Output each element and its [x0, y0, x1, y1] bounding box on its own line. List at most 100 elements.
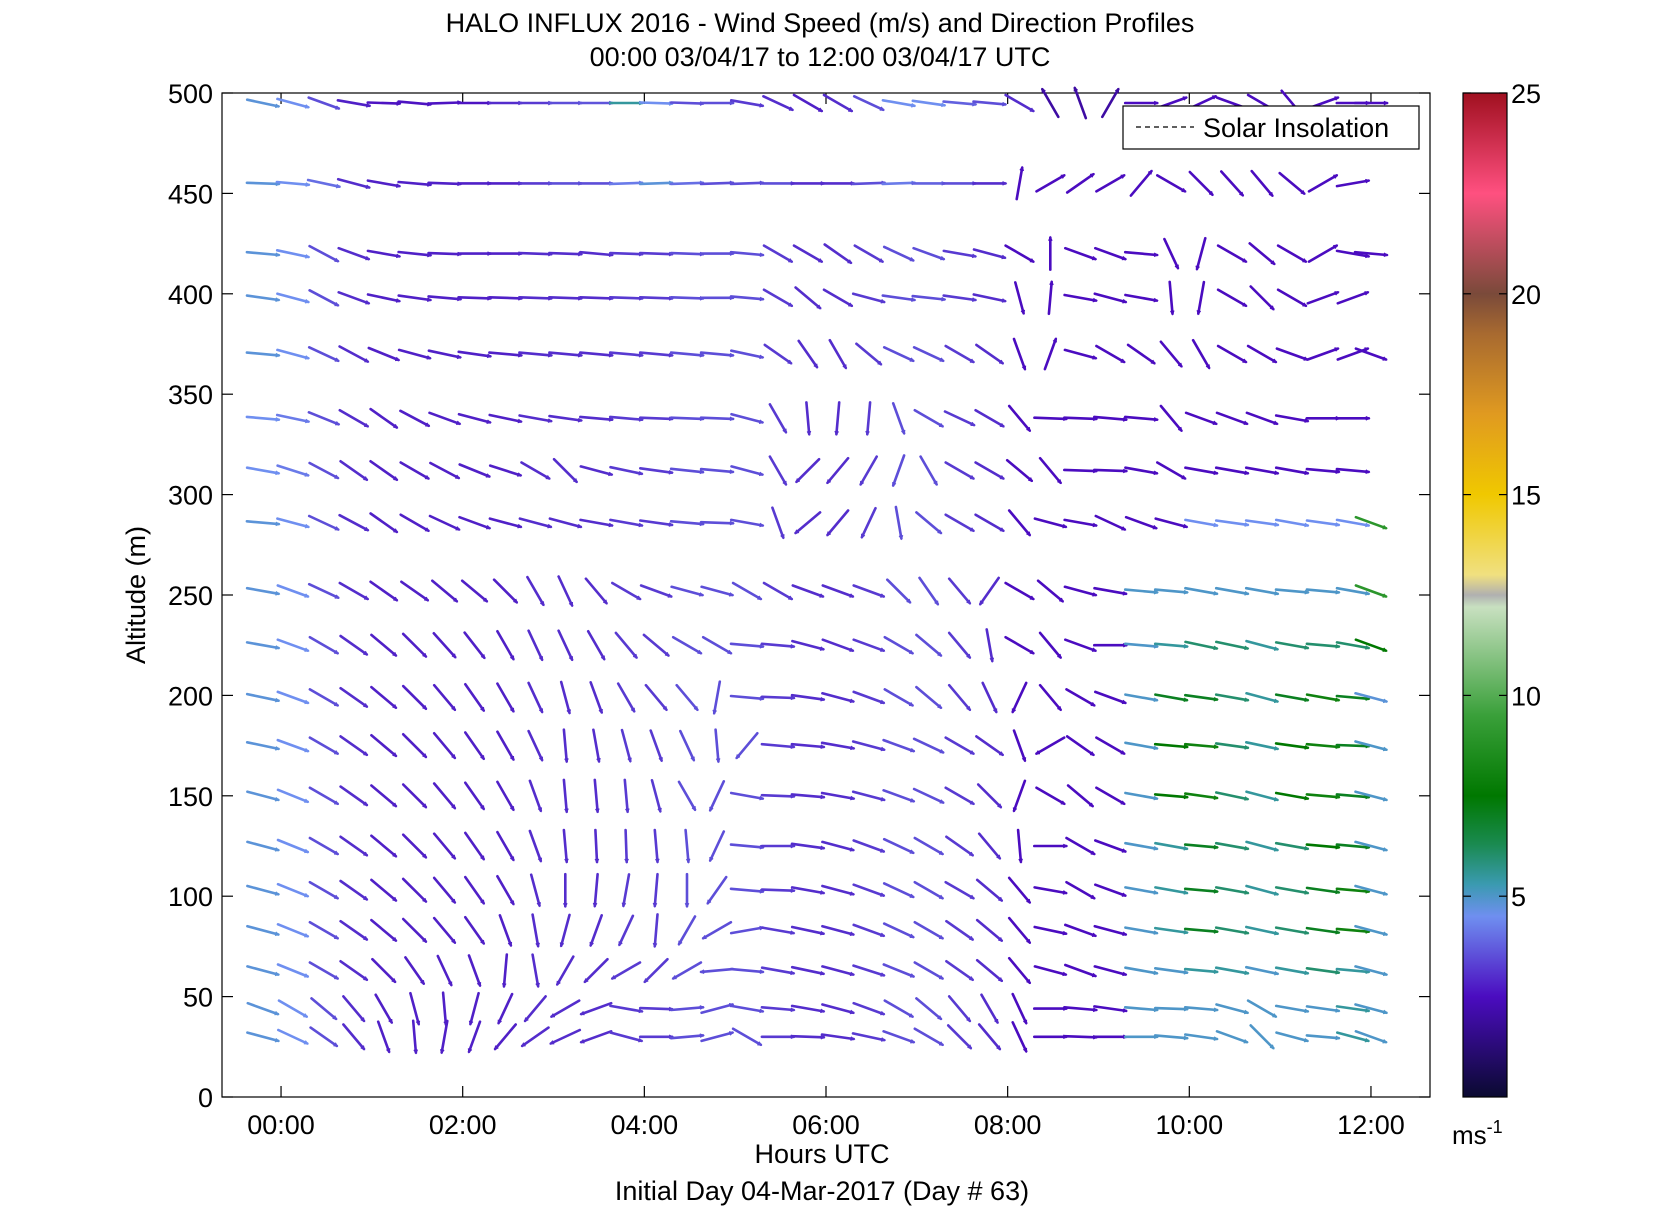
wind-vector-head	[577, 523, 583, 529]
wind-vector-head	[480, 855, 485, 861]
wind-vector-shaft	[1246, 999, 1278, 1018]
wind-vector	[1093, 292, 1128, 304]
wind-vector-head	[334, 800, 340, 805]
wind-vector-head	[509, 755, 515, 762]
wind-vector-head	[758, 471, 765, 477]
wind-vector-shaft	[1007, 876, 1031, 904]
wind-vector-head	[993, 708, 998, 714]
wind-vector-shaft	[308, 786, 339, 806]
wind-vector-head	[334, 702, 340, 707]
wind-vector-shaft	[463, 631, 486, 660]
wind-vector-head	[668, 470, 674, 475]
wind-vector-shaft	[547, 251, 583, 256]
wind-vector	[1274, 641, 1310, 650]
wind-vector	[488, 181, 524, 186]
wind-vector-head	[795, 478, 801, 484]
wind-vector	[496, 730, 515, 762]
wind-vector-head	[573, 478, 578, 484]
wind-vector-head	[304, 933, 310, 938]
wind-vector-head	[782, 480, 787, 486]
wind-vector-head	[1092, 522, 1098, 528]
wind-vector-shaft	[638, 1006, 674, 1011]
wind-vector-shaft	[1274, 1004, 1309, 1013]
wind-vector-head	[1091, 932, 1098, 937]
wind-vector-shaft	[669, 181, 705, 186]
wind-vector-shaft	[669, 1005, 705, 1012]
wind-vector	[276, 638, 310, 653]
wind-vector	[729, 518, 765, 528]
wind-vector-shaft	[526, 575, 545, 607]
wind-vector-shaft	[1065, 880, 1096, 900]
wind-vector	[708, 830, 726, 863]
wind-vector	[496, 874, 515, 906]
wind-vector-head	[422, 803, 428, 809]
wind-vector-head	[728, 1031, 735, 1036]
wind-vector-shaft	[729, 1004, 765, 1013]
wind-vector-head	[451, 898, 456, 904]
wind-vector-shaft	[972, 248, 1007, 260]
wind-vector-shaft	[397, 180, 432, 187]
wind-vector-shaft	[913, 961, 944, 980]
wind-vector	[276, 348, 310, 360]
wind-vector-shaft	[1244, 466, 1279, 475]
wind-vector-shaft	[527, 729, 544, 762]
wind-vector-shaft	[913, 836, 944, 856]
wind-vector-head	[1213, 1036, 1219, 1041]
wind-vector	[760, 695, 796, 701]
wind-vector-shaft	[528, 829, 543, 863]
wind-vector	[760, 742, 796, 750]
wind-vector-head	[1181, 475, 1187, 480]
wind-vector-shaft	[1033, 517, 1068, 529]
wind-vector	[1305, 588, 1341, 595]
wind-vector-shaft	[981, 681, 998, 714]
wind-vector	[1154, 966, 1189, 975]
wind-vector-shaft	[610, 961, 642, 980]
wind-vector-shaft	[1184, 518, 1219, 527]
wind-vector	[1354, 1030, 1388, 1044]
wind-vector-shaft	[1154, 517, 1188, 529]
wind-vector	[947, 631, 972, 659]
wind-vector-head	[1062, 930, 1068, 936]
wind-vector-shaft	[852, 690, 886, 705]
wind-vector-head	[275, 352, 281, 358]
wind-vector	[1335, 641, 1371, 650]
wind-vector-head	[759, 354, 765, 360]
wind-vector-shaft	[308, 461, 340, 480]
wind-vector-head	[1273, 797, 1280, 802]
wind-vector	[1093, 642, 1129, 648]
wind-vector-shaft	[1184, 640, 1219, 650]
wind-vector	[684, 828, 691, 864]
wind-vector-head	[1213, 744, 1219, 750]
wind-vector-shaft	[1246, 344, 1278, 364]
wind-vector	[1124, 886, 1159, 895]
wind-vector-shaft	[1274, 926, 1309, 935]
wind-vector-shaft	[1153, 793, 1189, 799]
wind-vector	[915, 685, 943, 710]
wind-vector	[1153, 642, 1189, 649]
wind-vector	[370, 918, 398, 942]
wind-vector-head	[1273, 698, 1280, 704]
wind-vector-shaft	[457, 295, 492, 300]
wind-vector-head	[849, 698, 855, 704]
colorbar	[1462, 92, 1508, 1098]
wind-vector-head	[1183, 523, 1189, 529]
wind-vector-shaft	[309, 1026, 339, 1048]
wind-vector-shaft	[547, 295, 583, 300]
wind-vector-shaft	[496, 730, 515, 761]
wind-vector-shaft	[731, 581, 763, 601]
wind-vector-shaft	[1244, 519, 1280, 527]
wind-vector-head	[275, 297, 281, 302]
wind-vector-shaft	[762, 581, 794, 601]
wind-vector	[644, 683, 668, 712]
wind-vector-shaft	[912, 246, 946, 261]
wind-vector-shaft	[608, 251, 644, 256]
wind-vector	[731, 1027, 763, 1047]
wind-vector	[762, 95, 795, 112]
x-tick-label: 00:00	[247, 1110, 315, 1140]
wind-vector	[771, 506, 785, 540]
wind-vector-head	[1147, 169, 1153, 175]
wind-vector-head	[1183, 846, 1189, 851]
wind-vector-head	[969, 800, 975, 805]
wind-vector-head	[865, 430, 870, 436]
wind-vector	[593, 778, 600, 814]
